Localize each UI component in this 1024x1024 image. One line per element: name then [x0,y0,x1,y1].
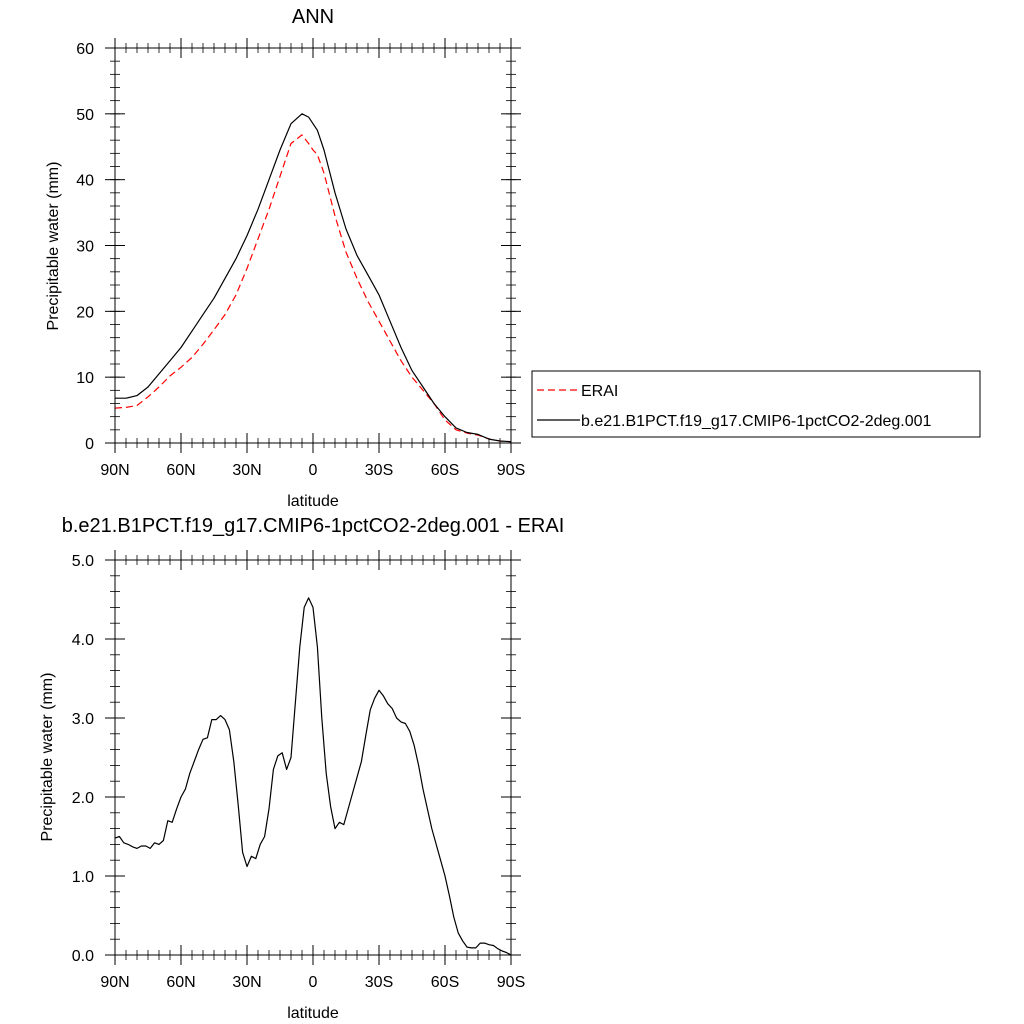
y-tick-label: 5.0 [72,553,94,570]
top-chart-title: ANN [292,6,334,28]
y-tick-label: 4.0 [72,632,94,649]
x-tick-label: 90S [497,974,525,991]
x-tick-label: 90S [497,462,525,479]
y-tick-label: 3.0 [72,711,94,728]
legend: ERAI b.e21.B1PCT.f19_g17.CMIP6-1pctCO2-2… [531,370,981,438]
x-tick-label: 60N [166,974,195,991]
y-tick-label: 40 [76,173,94,190]
legend-box [531,370,981,438]
bottom-series-lines [114,597,512,956]
x-tick-label: 0 [309,462,318,479]
bottom-axis-ticks [105,550,521,965]
bottom-panel-difference: b.e21.B1PCT.f19_g17.CMIP6-1pctCO2-2deg.0… [39,515,564,1022]
top-tick-labels: 90N 60N 30N 0 30S 60S 90S 0 10 20 30 40 50 60 [76,41,525,479]
legend-label-erai: ERAI [581,383,618,400]
top-series-line-1 [115,113,512,443]
top-series-lines [114,113,512,443]
x-tick-label: 90N [100,462,129,479]
top-x-axis-label: latitude [287,493,339,510]
y-tick-label: 1.0 [72,869,94,886]
x-tick-label: 30N [232,974,261,991]
bottom-y-axis-label: Precipitable water (mm) [39,673,56,842]
bottom-x-axis-label: latitude [287,1005,339,1022]
top-y-axis-label: Precipitable water (mm) [45,162,62,331]
y-tick-label: 50 [76,107,94,124]
y-tick-label: 10 [76,370,94,387]
y-tick-label: 60 [76,41,94,58]
top-panel-ann: ANN Precipitable water (mm) latitude 90N… [45,6,525,510]
legend-label-model: b.e21.B1PCT.f19_g17.CMIP6-1pctCO2-2deg.0… [581,413,932,430]
x-tick-label: 60S [431,974,459,991]
x-tick-label: 60S [431,462,459,479]
y-tick-label: 0.0 [72,948,94,965]
bottom-series-line-0 [114,597,512,956]
x-tick-label: 90N [100,974,129,991]
y-tick-label: 0 [85,436,94,453]
top-series-line-0 [114,134,512,443]
y-tick-label: 20 [76,304,94,321]
x-tick-label: 0 [309,974,318,991]
y-tick-label: 2.0 [72,790,94,807]
bottom-chart-title: b.e21.B1PCT.f19_g17.CMIP6-1pctCO2-2deg.0… [62,515,565,537]
y-tick-label: 30 [76,239,94,256]
x-tick-label: 30S [365,974,393,991]
bottom-tick-labels: 90N 60N 30N 0 30S 60S 90S 0.0 1.0 2.0 3.0 4.0 5.0 [72,553,525,991]
x-tick-label: 30N [232,462,261,479]
x-tick-label: 30S [365,462,393,479]
bottom-plot-frame [114,559,512,956]
top-plot-frame [114,47,512,444]
x-tick-label: 60N [166,462,195,479]
